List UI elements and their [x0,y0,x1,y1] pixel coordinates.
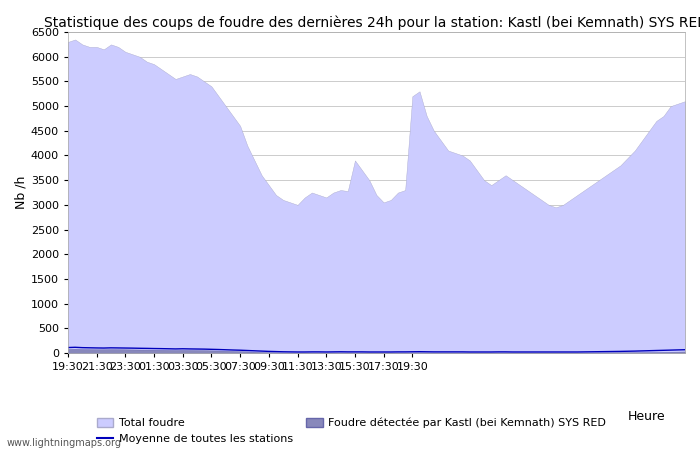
Text: www.lightningmaps.org: www.lightningmaps.org [7,438,122,448]
Legend: Total foudre, Moyenne de toutes les stations, Foudre détectée par Kastl (bei Kem: Total foudre, Moyenne de toutes les stat… [97,418,606,445]
Text: Heure: Heure [627,410,665,423]
Title: Statistique des coups de foudre des dernières 24h pour la station: Kastl (bei Ke: Statistique des coups de foudre des dern… [45,15,700,30]
Y-axis label: Nb /h: Nb /h [15,176,28,209]
